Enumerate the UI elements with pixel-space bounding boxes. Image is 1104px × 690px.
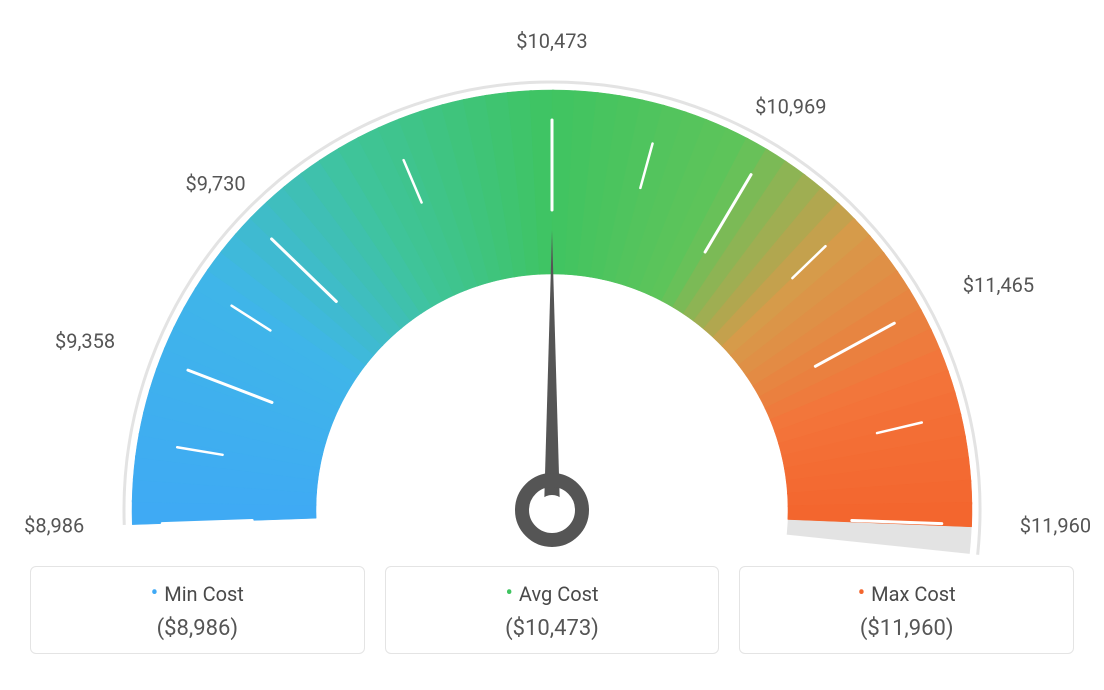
tick-label: $9,730 <box>185 172 245 196</box>
tick-label: $10,473 <box>516 29 587 53</box>
gauge-hub-hole <box>537 495 567 525</box>
legend-avg-label: •Avg Cost <box>386 581 719 606</box>
gauge-chart: $8,986 $9,358 $9,730 $10,473 $10,969 $11,465 $… <box>0 0 1104 560</box>
legend-card-avg: •Avg Cost ($10,473) <box>385 566 720 654</box>
legend-min-label: •Min Cost <box>31 581 364 606</box>
tick-label: $9,358 <box>55 329 115 353</box>
tick-label: $11,960 <box>1020 513 1091 537</box>
tick-label: $11,465 <box>963 273 1034 297</box>
legend-max-value: ($11,960) <box>740 616 1073 641</box>
tick-label: $10,969 <box>755 95 826 119</box>
legend-card-min: •Min Cost ($8,986) <box>30 566 365 654</box>
legend-card-max: •Max Cost ($11,960) <box>739 566 1074 654</box>
legend-row: •Min Cost ($8,986) •Avg Cost ($10,473) •… <box>0 566 1104 654</box>
legend-max-label: •Max Cost <box>740 581 1073 606</box>
legend-avg-value: ($10,473) <box>386 616 719 641</box>
tick-label: $8,986 <box>24 513 84 537</box>
legend-min-value: ($8,986) <box>31 616 364 641</box>
